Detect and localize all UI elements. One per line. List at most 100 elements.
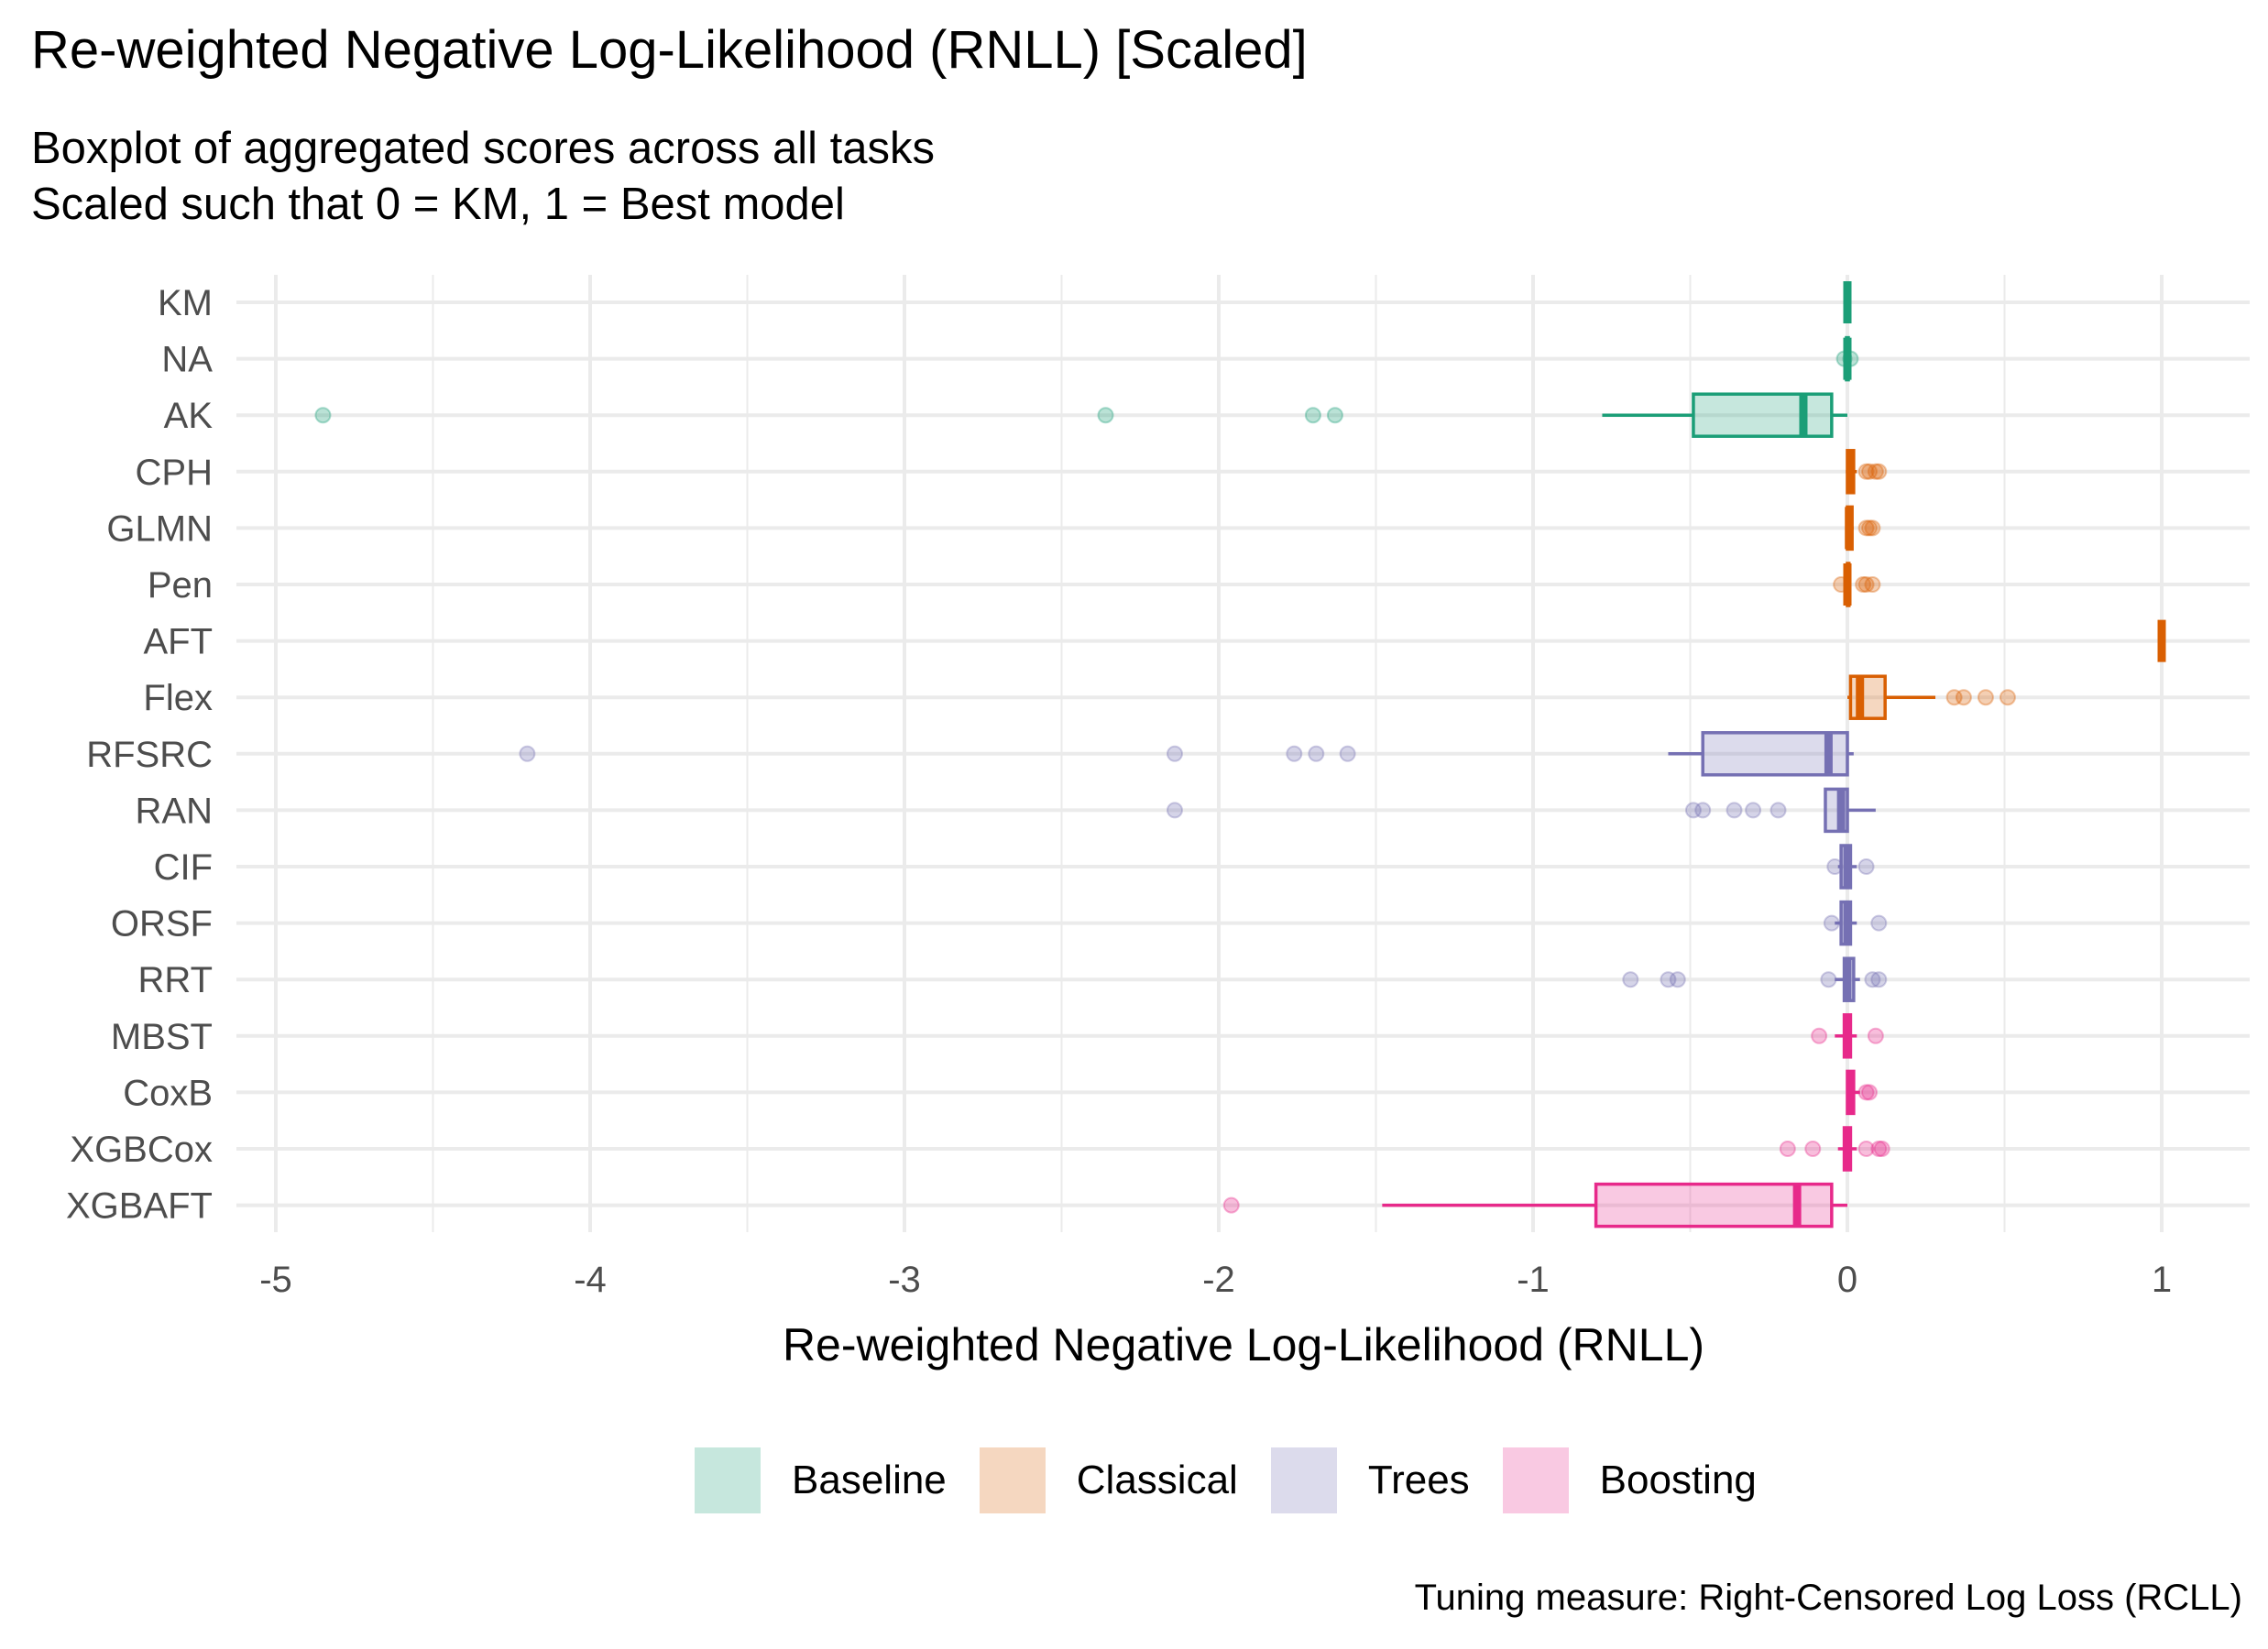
outlier-point: [1166, 802, 1183, 819]
box-cph: [1846, 449, 1888, 495]
outlier-point: [1857, 858, 1875, 875]
outlier-point: [1694, 802, 1712, 819]
box-rrt: [1622, 956, 1888, 1002]
x-axis-title: Re-weighted Negative Log-Likelihood (RNL…: [783, 1319, 1704, 1371]
outlier-point: [1867, 1027, 1884, 1044]
category-label: Flex: [143, 678, 213, 718]
x-tick-label: 0: [1837, 1260, 1857, 1300]
iqr-box: [1594, 1182, 1834, 1229]
x-tick-label: 1: [2152, 1260, 2172, 1300]
legend-key-boosting: [1502, 1447, 1569, 1513]
category-label: AK: [164, 396, 214, 436]
outlier-point: [1857, 463, 1875, 480]
outlier-point: [1977, 689, 1994, 706]
outlier-point: [1804, 1141, 1822, 1157]
outlier-point: [1286, 745, 1303, 762]
outlier-point: [1097, 407, 1114, 424]
x-tick-labels: -5 -4 -3 -2 -1 0 1: [259, 1260, 2172, 1300]
category-label: CoxB: [123, 1073, 213, 1113]
outlier-point: [1811, 1027, 1828, 1044]
category-label: CPH: [136, 453, 213, 493]
box-mbst: [1811, 1013, 1884, 1059]
outlier-point: [1820, 971, 1837, 988]
box-coxb: [1846, 1069, 1879, 1116]
legend-key-classical: [979, 1447, 1046, 1513]
iqr-box: [1701, 731, 1849, 777]
x-tick-label: -4: [574, 1260, 607, 1300]
category-label: AFT: [143, 622, 213, 662]
legend-item-classical: Classical: [979, 1447, 1238, 1513]
outlier-point: [1857, 519, 1875, 537]
outlier-point: [1999, 689, 2016, 706]
category-label: ORSF: [111, 904, 213, 945]
category-label: NA: [161, 340, 213, 380]
category-label: MBST: [111, 1017, 213, 1057]
x-tick-label: -1: [1517, 1260, 1550, 1300]
outlier-point: [1222, 1196, 1240, 1214]
box-xgbcox: [1779, 1126, 1890, 1172]
subtitle-line-2: Scaled such that 0 = KM, 1 = Best model: [31, 180, 845, 229]
box-marks: [314, 281, 2166, 1229]
category-labels: KM NA AK CPH GLMN Pen AFT Flex RFSRC RAN CIF ORSF RR…: [66, 283, 213, 1227]
outlier-point: [1326, 407, 1343, 424]
outlier-point: [1861, 463, 1879, 480]
box-na: [1835, 335, 1859, 382]
legend-label-baseline: Baseline: [792, 1458, 947, 1502]
category-label: KM: [158, 283, 213, 323]
chart-subtitle: Boxplot of aggregated scores across all …: [31, 121, 935, 233]
iqr-box: [1848, 674, 1887, 720]
box-xgbaft: [1222, 1182, 1847, 1229]
category-label: RAN: [136, 791, 213, 831]
iqr-box: [1692, 392, 1834, 438]
category-label: Pen: [148, 565, 213, 606]
category-label: RRT: [138, 960, 213, 1000]
outlier-point: [1864, 971, 1881, 988]
box-glmn: [1845, 505, 1881, 551]
outlier-point: [1955, 689, 1972, 706]
category-label: XGBAFT: [66, 1186, 213, 1227]
box-flex: [1847, 674, 2016, 720]
legend-label-boosting: Boosting: [1599, 1458, 1757, 1502]
legend-item-trees: Trees: [1270, 1447, 1470, 1513]
outlier-point: [1864, 519, 1881, 537]
outlier-point: [1745, 802, 1762, 819]
legend-label-trees: Trees: [1367, 1458, 1470, 1502]
outlier-point: [1857, 576, 1875, 593]
outlier-point: [1861, 519, 1879, 537]
legend-item-boosting: Boosting: [1502, 1447, 1757, 1513]
box-orsf: [1823, 900, 1888, 946]
outlier-point: [1867, 463, 1884, 480]
box-rfsrc: [519, 731, 1854, 777]
outlier-point: [1669, 971, 1686, 988]
outlier-point: [519, 745, 536, 762]
outlier-point: [1855, 576, 1872, 593]
outlier-point: [1873, 1141, 1890, 1157]
category-label: GLMN: [106, 508, 213, 549]
outlier-point: [1870, 971, 1888, 988]
box-ak: [314, 392, 1847, 438]
outlier-point: [1769, 802, 1787, 819]
legend-key-baseline: [695, 1447, 761, 1513]
category-label: CIF: [154, 847, 213, 888]
legend-item-baseline: Baseline: [695, 1447, 947, 1513]
outlier-point: [1660, 971, 1677, 988]
outlier-point: [1166, 745, 1183, 762]
box-pen: [1833, 562, 1881, 607]
outlier-point: [1870, 463, 1888, 480]
outlier-point: [1304, 407, 1321, 424]
outlier-point: [1339, 745, 1356, 762]
x-tick-label: -2: [1202, 1260, 1235, 1300]
outlier-point: [1945, 689, 1963, 706]
outlier-point: [1684, 802, 1702, 819]
chart-title: Re-weighted Negative Log-Likelihood (RNL…: [31, 20, 1308, 80]
caption: Tuning measure: Right-Censored Log Loss …: [1414, 1578, 2242, 1618]
x-tick-label: -5: [259, 1260, 292, 1300]
category-label: RFSRC: [86, 735, 213, 775]
legend: Baseline Classical Trees Boosting: [695, 1447, 1790, 1513]
outlier-point: [1726, 802, 1743, 819]
outlier-point: [1779, 1141, 1796, 1157]
legend-label-classical: Classical: [1076, 1458, 1238, 1502]
outlier-point: [1308, 745, 1325, 762]
outlier-point: [1870, 1141, 1888, 1157]
